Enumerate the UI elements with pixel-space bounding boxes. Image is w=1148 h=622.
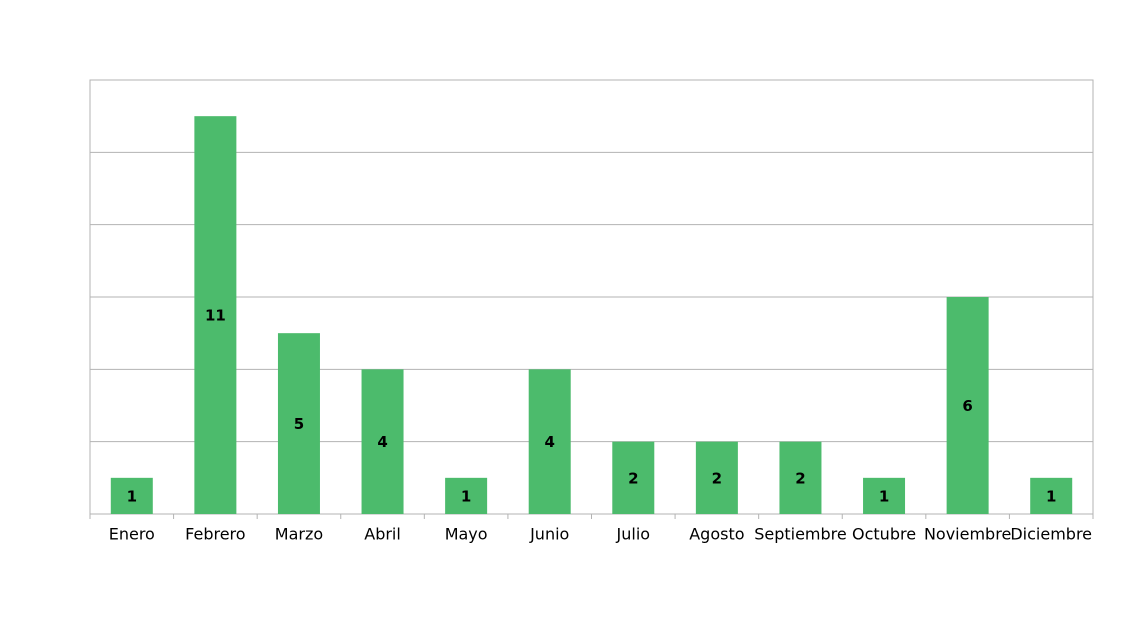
bar xyxy=(695,441,738,514)
data-label: 11 xyxy=(205,307,226,325)
x-tick-label: Mayo xyxy=(445,525,488,544)
bar xyxy=(528,369,571,514)
bar xyxy=(445,477,488,514)
x-tick-label: Junio xyxy=(529,525,569,544)
bar xyxy=(1030,477,1073,514)
bar xyxy=(110,477,153,514)
bar xyxy=(194,116,237,515)
data-label: 6 xyxy=(962,397,972,415)
data-label: 5 xyxy=(294,415,304,433)
x-tick-label: Noviembre xyxy=(924,525,1011,544)
data-label: 1 xyxy=(461,487,471,505)
x-tick-label: Enero xyxy=(109,525,155,544)
data-label: 2 xyxy=(712,469,722,487)
x-tick-label: Septiembre xyxy=(754,525,847,544)
data-label: 1 xyxy=(127,487,137,505)
x-tick-label: Marzo xyxy=(275,525,323,544)
bar xyxy=(612,441,655,514)
data-label: 2 xyxy=(795,469,805,487)
data-label: 4 xyxy=(544,433,554,451)
data-label: 1 xyxy=(1046,487,1056,505)
x-tick-label: Abril xyxy=(364,525,401,544)
bar xyxy=(277,333,320,514)
bar xyxy=(361,369,404,514)
bar xyxy=(779,441,822,514)
x-tick-label: Diciembre xyxy=(1010,525,1092,544)
bar xyxy=(946,297,989,514)
x-tick-label: Octubre xyxy=(852,525,916,544)
x-tick-label: Febrero xyxy=(185,525,245,544)
data-label: 2 xyxy=(628,469,638,487)
x-tick-label: Agosto xyxy=(689,525,744,544)
bar xyxy=(863,477,906,514)
x-tick-label: Julio xyxy=(616,525,651,544)
data-label: 4 xyxy=(377,433,387,451)
data-label: 1 xyxy=(879,487,889,505)
